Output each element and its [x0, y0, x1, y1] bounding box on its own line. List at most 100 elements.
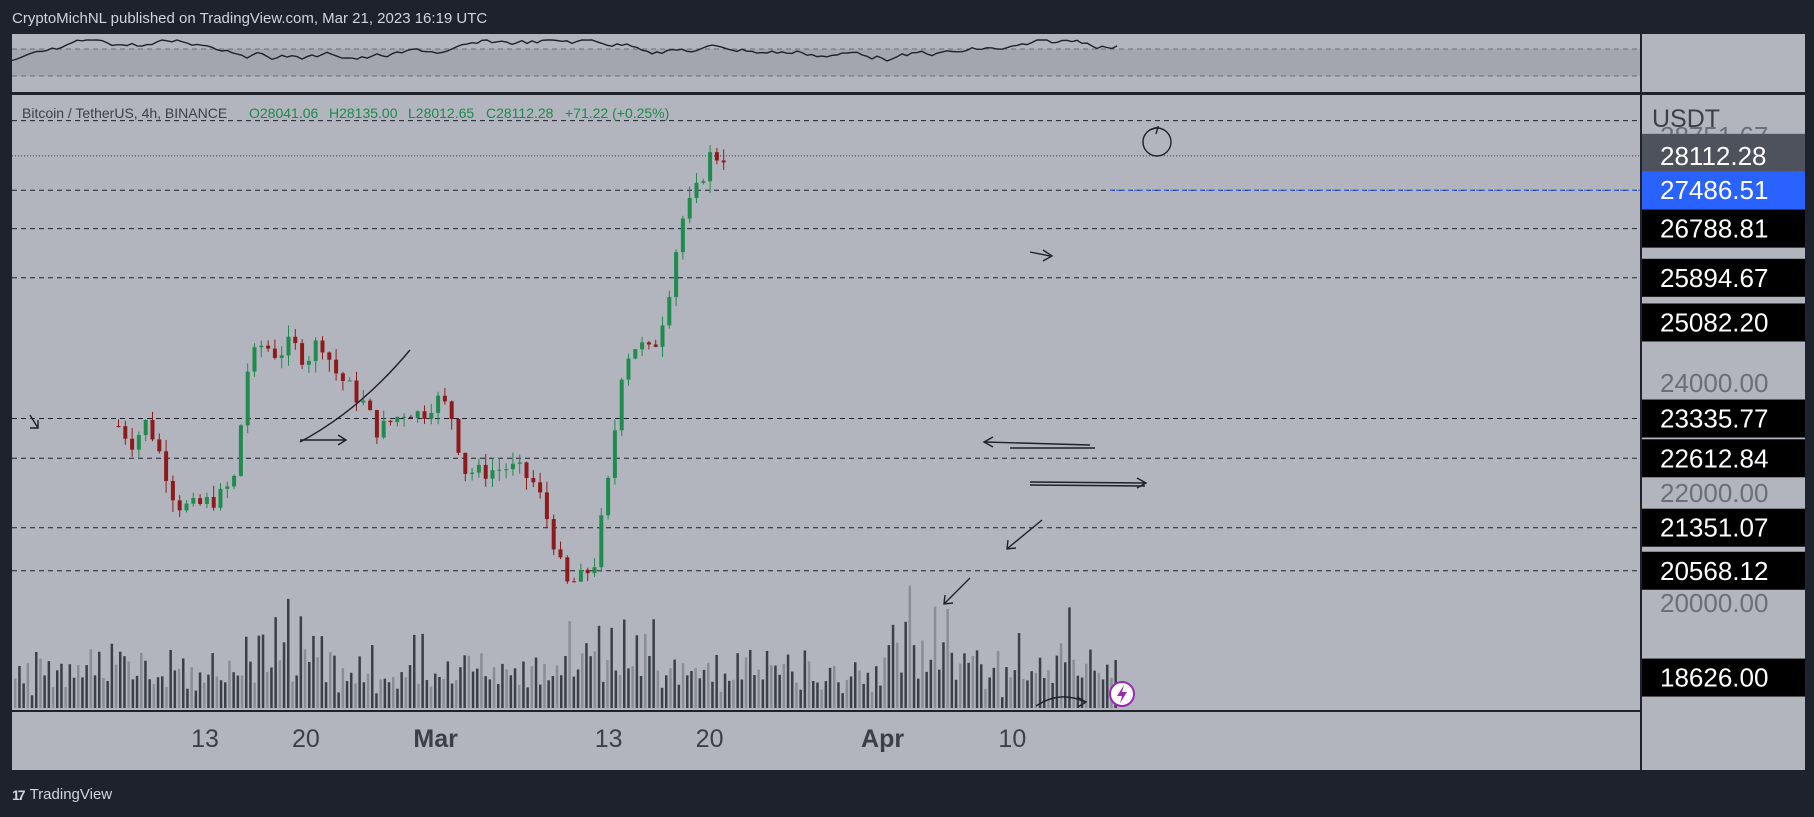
- volume-bar: [471, 671, 475, 708]
- volume-bar: [278, 660, 282, 708]
- volume-bar: [681, 663, 685, 708]
- volume-bar: [106, 680, 109, 708]
- candles: [116, 145, 726, 584]
- candle-body: [687, 197, 692, 219]
- volume-bar: [186, 688, 189, 708]
- price-tag-3: 25894.67: [1660, 263, 1768, 293]
- arrow-drawing-5: [1006, 519, 1043, 550]
- volume-bar: [660, 687, 664, 708]
- volume-bar: [429, 686, 433, 708]
- candle-body: [334, 359, 339, 374]
- volume-bar: [887, 645, 891, 708]
- volume-bar: [341, 668, 345, 708]
- candle-body: [626, 358, 631, 380]
- candle-body: [422, 411, 427, 419]
- volume-bar: [51, 687, 55, 708]
- candle-body: [510, 463, 515, 470]
- volume-bar: [1072, 659, 1075, 708]
- volume-bar: [282, 642, 286, 708]
- volume-bar: [929, 659, 933, 708]
- candle-body: [164, 451, 169, 481]
- candle-body: [177, 500, 182, 511]
- volume-bar: [43, 675, 46, 708]
- volume-bar: [308, 661, 311, 708]
- volume-bar: [854, 662, 857, 708]
- candle-body: [191, 498, 196, 504]
- volume-bar: [18, 666, 21, 708]
- lightning-icon[interactable]: [1109, 681, 1135, 707]
- candle-body: [497, 469, 502, 471]
- price-tag-4: 25082.20: [1660, 307, 1768, 337]
- candle-body: [340, 373, 345, 381]
- volume-bar: [812, 681, 815, 708]
- candle-body: [565, 557, 570, 582]
- volume-bar: [127, 661, 130, 708]
- volume-bar: [816, 682, 819, 708]
- tradingview-brand: TradingView: [29, 786, 113, 803]
- volume-bar: [1051, 682, 1054, 708]
- volume-bar: [509, 675, 513, 708]
- volume-bar: [896, 642, 899, 708]
- volume-bar: [266, 671, 269, 708]
- price-tags[interactable]: 28112.2803:40:0627486.5126788.8125894.67…: [1642, 133, 1805, 697]
- volume-bar: [114, 664, 118, 708]
- volume-bar: [959, 663, 962, 708]
- tradingview-logo[interactable]: 17 TradingView: [12, 786, 112, 803]
- volume-bar: [883, 657, 886, 708]
- volume-bar: [1076, 675, 1080, 708]
- volume-bar: [618, 674, 622, 708]
- trend-drawing-1: [299, 349, 411, 443]
- candle-body: [272, 348, 277, 358]
- volume-bar: [585, 643, 588, 708]
- volume-bar: [425, 680, 429, 708]
- volume-bar: [690, 671, 693, 708]
- volume-bar: [728, 680, 731, 708]
- volume-bar: [1068, 607, 1071, 708]
- ohlc-low: L28012.65: [408, 105, 474, 121]
- price-tag-5: 23335.77: [1660, 404, 1768, 434]
- candle-body: [517, 462, 522, 464]
- candle-body: [245, 371, 250, 426]
- candle-body: [320, 340, 325, 353]
- current-price-value: 28112.28: [1660, 141, 1767, 171]
- volume-bar: [593, 651, 597, 708]
- candle-body: [578, 569, 583, 582]
- price-tag-bg-4: [1642, 303, 1805, 342]
- candle-body: [653, 344, 658, 347]
- volume-bar: [190, 667, 193, 708]
- candle-body: [130, 438, 135, 450]
- volume-bar: [165, 686, 168, 708]
- volume-bar: [698, 678, 702, 708]
- volume-bar: [98, 651, 101, 708]
- volume-bar: [362, 682, 366, 708]
- volume-bar: [110, 643, 114, 708]
- volume-bar: [627, 668, 630, 708]
- volume-bar: [236, 675, 240, 708]
- ohlc-close: C28112.28: [486, 105, 554, 121]
- volume-bar: [963, 653, 966, 708]
- volume-bar: [996, 650, 1000, 708]
- volume-bar: [719, 691, 723, 708]
- candle-body: [300, 343, 305, 365]
- volume-bar: [1047, 670, 1050, 708]
- volume-bar: [366, 673, 370, 708]
- volume-bar: [350, 672, 353, 708]
- volume-bar: [102, 678, 105, 708]
- volume-bar: [72, 677, 76, 708]
- volume-bar: [333, 655, 336, 708]
- volume-bar: [140, 652, 143, 708]
- candle-body: [429, 412, 434, 419]
- volume-bar: [749, 649, 752, 708]
- volume-bar: [144, 660, 147, 708]
- candle-body: [524, 462, 529, 479]
- x-tick-labels: 13 20 Mar 13 20 Apr 10: [191, 725, 1026, 753]
- candle-body: [483, 464, 488, 479]
- candle-body: [381, 420, 386, 438]
- volume-bar: [1059, 643, 1063, 708]
- volume-bar: [564, 656, 567, 708]
- volume-bar: [345, 681, 349, 708]
- volume-bar: [984, 688, 987, 708]
- volume-bar: [833, 666, 836, 708]
- candle-body: [266, 345, 271, 349]
